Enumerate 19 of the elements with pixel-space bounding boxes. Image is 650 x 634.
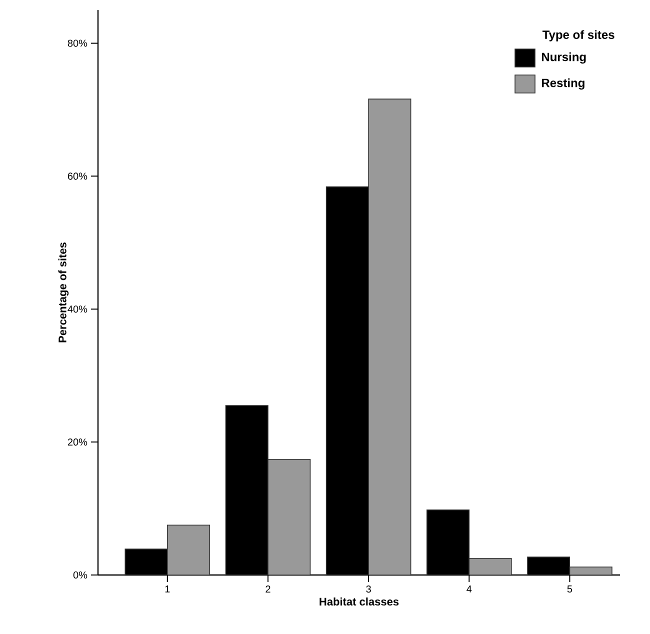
bar [167,524,210,575]
y-axis-title: Percentage of sites [58,242,69,342]
x-tick-label: 3 [366,586,371,593]
x-tick-label: 5 [567,586,572,593]
y-tick-label: 0% [73,571,88,579]
bar [268,458,311,575]
legend-title: Type of sites [542,30,614,42]
x-tick-label: 1 [165,586,170,592]
y-tick-label: 40% [68,306,88,313]
x-tick-label: 4 [466,586,472,592]
y-tick-label: 20% [68,438,88,446]
y-tick-label: 80% [68,40,88,47]
legend-label: Nursing [542,52,586,64]
bar [368,98,412,575]
bar [468,558,512,575]
x-tick-label: 2 [266,586,270,593]
x-axis-title: Habitat classes [320,597,399,606]
y-tick-label: 60% [68,172,88,180]
legend-label: Resting [542,78,584,90]
